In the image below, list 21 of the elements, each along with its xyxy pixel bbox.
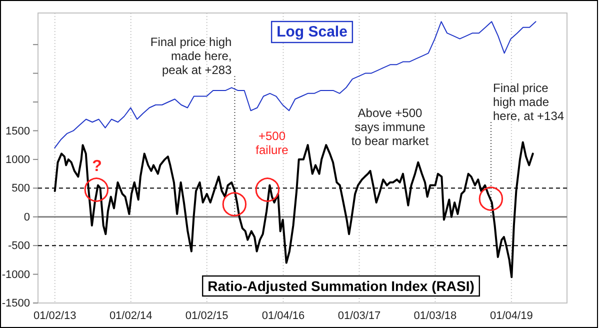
x-tick-label: 01/02/14	[109, 310, 152, 322]
y-tick-label: 500	[12, 182, 30, 195]
x-tick-label: 01/02/15	[185, 310, 228, 322]
y-tick-label: 0	[24, 211, 30, 224]
y-tick-label: -1500	[2, 298, 30, 310]
annotation: Above +500 says immune to bear market	[351, 106, 430, 148]
ref-line-label: Final price high made here, peak at +283	[150, 35, 232, 77]
y-tick-label: 1500	[6, 125, 30, 138]
x-tick-label: 01/04/19	[490, 310, 533, 322]
annotation: +500 failure	[256, 129, 289, 157]
x-tick-label: 01/03/18	[414, 310, 457, 322]
y-tick-label: -1000	[2, 268, 30, 281]
y-tick-label: 1000	[6, 154, 30, 166]
ref-line-label: Final price high made here, at +134	[493, 81, 564, 123]
x-tick-label: 01/02/13	[33, 310, 76, 322]
x-tick-label: 01/04/16	[262, 310, 305, 322]
y-tick-label: -500	[8, 240, 30, 252]
annotation: ?	[92, 158, 102, 174]
text: Log Scale	[276, 24, 348, 40]
text: Ratio-Adjusted Summation Index (RASI)	[208, 278, 474, 294]
x-tick-label: 01/03/17	[338, 310, 381, 322]
